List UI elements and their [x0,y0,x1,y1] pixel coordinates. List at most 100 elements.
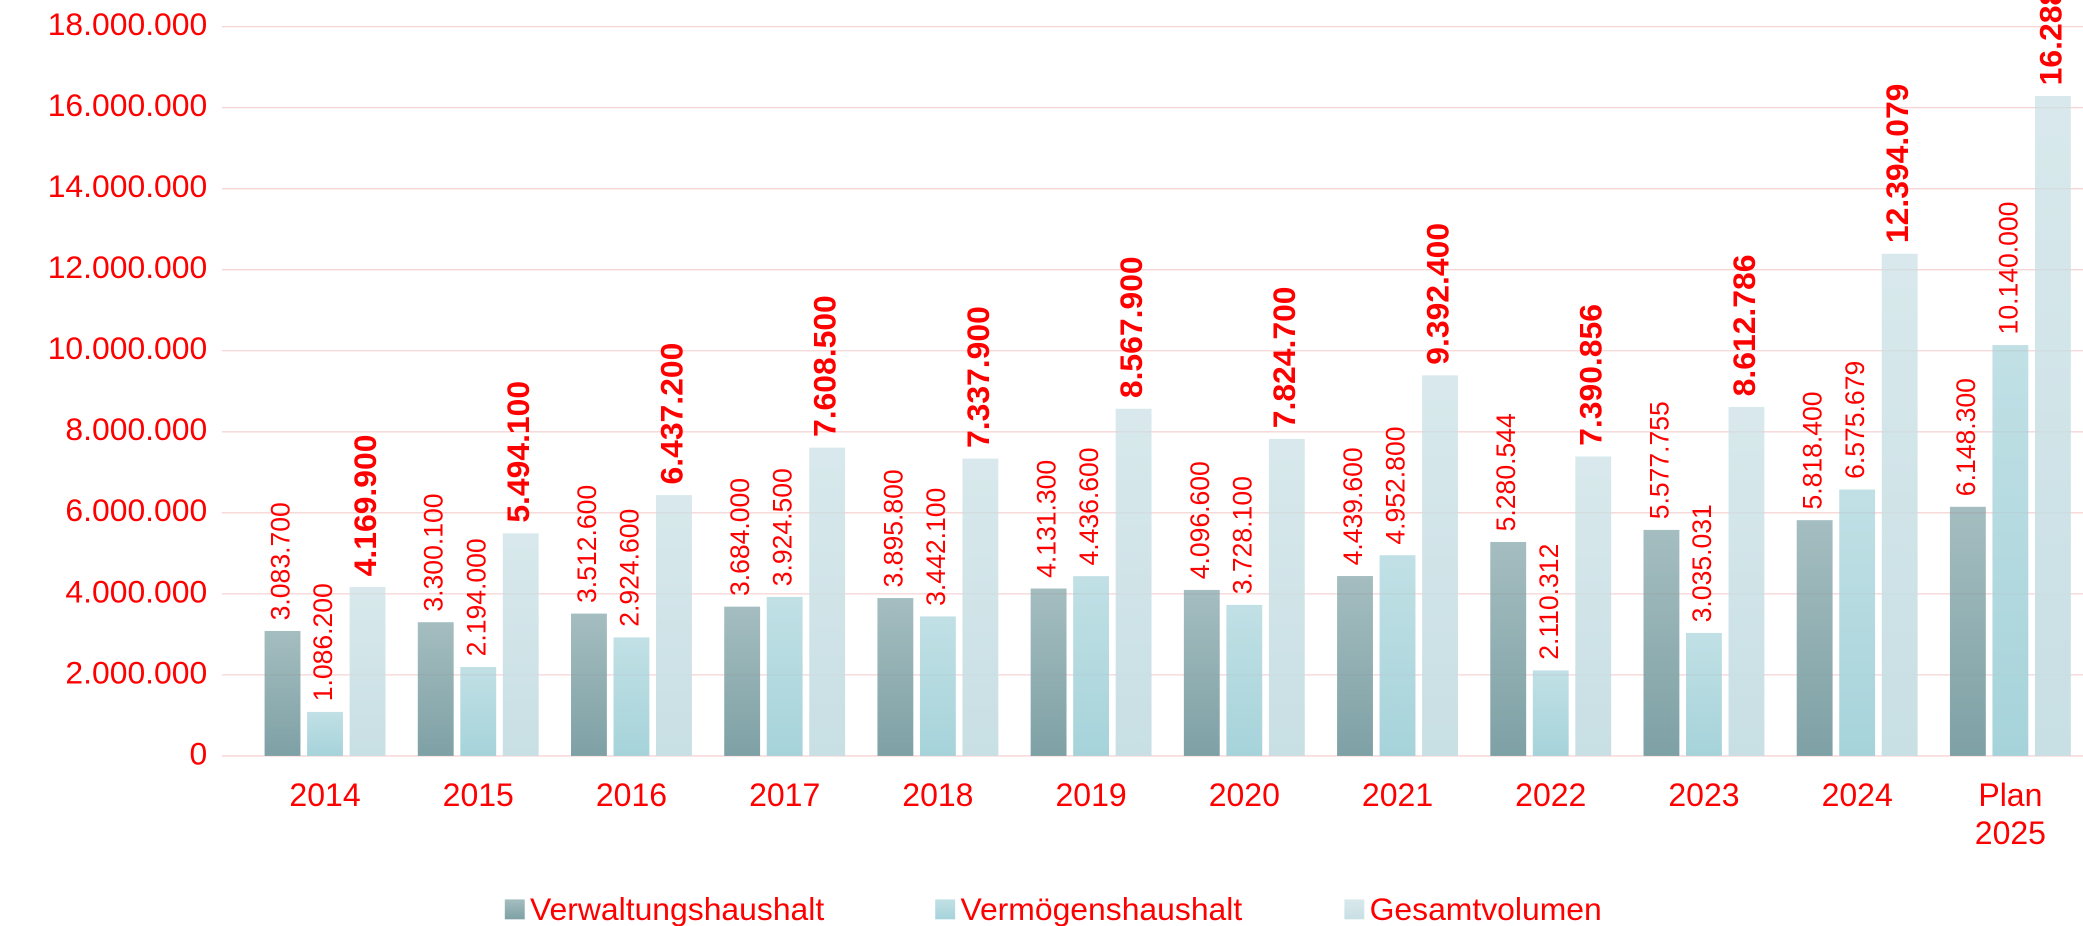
legend-swatch [1344,899,1365,920]
data-label: 4.131.300 [1032,460,1062,578]
bar [1490,541,1527,756]
x-tick-label: Plan 2025 [1974,776,2046,851]
data-label: 9.392.400 [1419,223,1455,365]
y-tick-label: 18.000.000 [48,6,208,42]
data-label: 1.086.200 [308,583,338,701]
y-tick-label: 6.000.000 [65,492,207,528]
data-label: 10.140.000 [1993,202,2023,335]
x-tick-label: 2014 [289,776,361,813]
data-label: 4.952.800 [1381,427,1411,545]
bar [1226,604,1263,756]
bar [2034,95,2071,756]
data-label: 7.337.900 [960,306,996,448]
x-tick-label: 2020 [1208,776,1280,813]
bar [1796,520,1833,756]
bar [1949,506,1986,756]
bar [502,533,539,756]
bar [1686,632,1722,756]
data-label: 4.169.900 [347,435,383,577]
bar [1073,576,1110,756]
data-label: 7.390.856 [1573,304,1609,446]
data-label: 3.684.000 [725,478,755,596]
bar [1422,375,1458,756]
bar [1881,253,1918,756]
y-tick-label: 0 [190,735,208,771]
data-label: 2.924.600 [614,509,644,627]
data-label: 12.394.079 [1879,84,1915,244]
bar [1115,408,1152,756]
legend-label: Vermögenshaushalt [960,891,1242,926]
y-tick-label: 4.000.000 [65,573,207,609]
data-label: 4.439.600 [1338,447,1368,565]
y-tick-label: 14.000.000 [48,168,208,204]
bar [460,667,497,756]
data-label: 7.608.500 [807,295,843,437]
data-label: 8.567.900 [1113,256,1149,398]
y-tick-label: 12.000.000 [48,249,208,285]
x-tick-label: 2019 [1055,776,1127,813]
bar [571,613,607,756]
bar [809,447,846,756]
bar [877,598,914,756]
x-tick-label: 2022 [1515,776,1587,813]
bar [962,458,999,756]
data-label: 3.083.700 [266,502,296,620]
bar [613,637,650,756]
bar [264,630,301,756]
bar [1575,456,1612,756]
bar [1839,489,1876,756]
y-tick-label: 16.000.000 [48,87,208,123]
data-label: 3.895.800 [878,469,908,587]
legend-label: Gesamtvolumen [1370,891,1602,926]
data-label: 2.194.000 [461,538,491,656]
data-label: 5.577.755 [1644,401,1674,519]
bar [1728,406,1765,756]
x-tick-label: 2023 [1668,776,1740,813]
legend-label: Verwaltungshaushalt [530,891,824,926]
data-label: 5.818.400 [1798,391,1828,509]
data-label: 3.035.031 [1687,504,1717,622]
x-tick-label: 2024 [1821,776,1893,813]
bar [1183,589,1220,756]
bar [1643,529,1680,756]
data-label: 5.280.544 [1491,413,1521,531]
y-tick-label: 10.000.000 [48,330,208,366]
bar [724,606,761,756]
x-tick-label: 2015 [442,776,514,813]
data-label: 8.612.786 [1726,255,1762,397]
x-tick-label: 2018 [902,776,974,813]
data-label: 3.728.100 [1227,476,1257,594]
x-tick-label: 2016 [595,776,668,813]
bar [417,622,454,756]
bar [1337,576,1373,756]
data-label: 4.436.600 [1074,447,1104,565]
legend-swatch [504,899,525,920]
x-tick-label: 2021 [1361,776,1434,813]
data-label: 4.096.600 [1185,461,1215,579]
data-label: 3.924.500 [768,468,798,586]
bar [919,616,956,756]
bar [349,586,386,756]
legend-swatch [935,899,956,920]
bar [1379,555,1416,756]
bar [656,495,692,756]
data-label: 6.575.679 [1840,361,1870,479]
data-label: 3.512.600 [572,485,602,603]
y-tick-label: 2.000.000 [65,654,207,690]
bar [1268,438,1305,756]
data-label: 16.288.300 [2032,0,2068,85]
data-label: 7.824.700 [1266,286,1302,428]
data-label: 6.437.200 [653,343,689,485]
bar [307,711,343,756]
bar [1992,345,2029,756]
bar [1030,588,1067,756]
x-tick-label: 2017 [749,776,821,813]
data-label: 6.148.300 [1951,378,1981,496]
y-tick-label: 8.000.000 [65,411,207,447]
data-label: 3.300.100 [419,493,449,611]
data-label: 2.110.312 [1534,544,1564,660]
data-label: 3.442.100 [921,488,951,606]
bar [766,596,803,756]
